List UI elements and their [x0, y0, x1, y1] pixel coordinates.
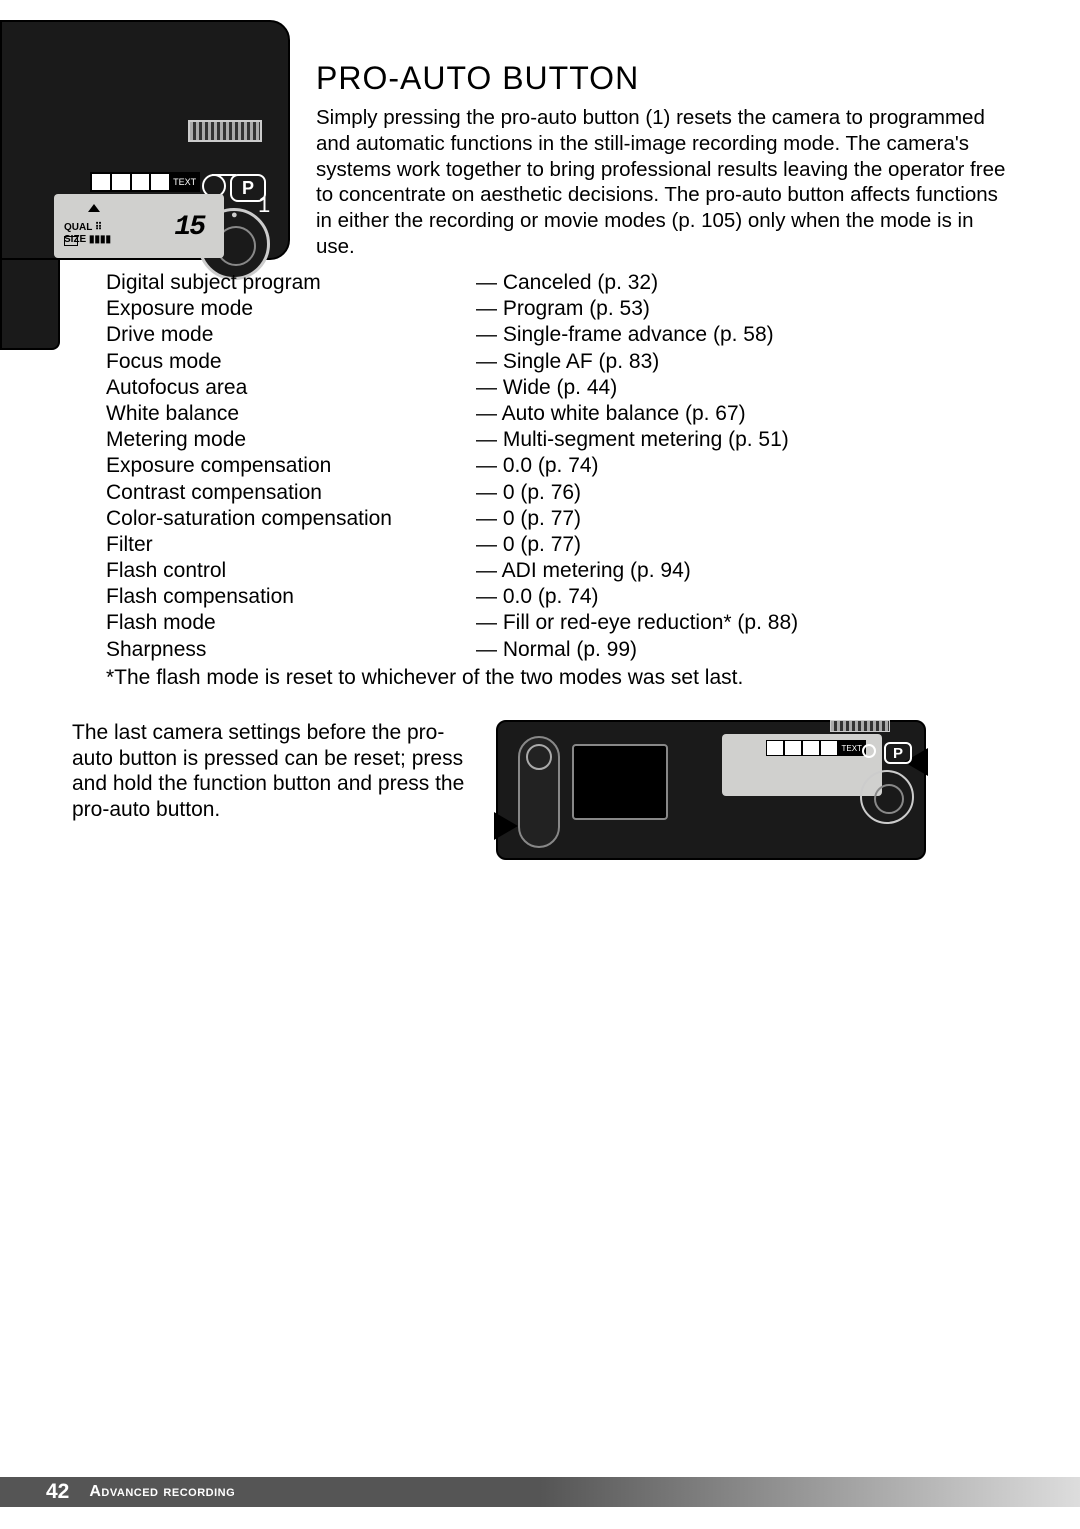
setting-label: Color-saturation compensation — [106, 508, 476, 529]
setting-label: Digital subject program — [106, 272, 476, 293]
text-icon: TEXT — [839, 741, 865, 755]
dial-mark-icon: ● — [231, 209, 241, 219]
page-number: 42 — [46, 1480, 69, 1504]
arrow-right-icon — [494, 812, 518, 840]
setting-label: Metering mode — [106, 429, 476, 450]
af-icon — [151, 174, 169, 190]
setting-value: — Multi-segment metering (p. 51) — [476, 429, 1006, 450]
footnote: *The flash mode is reset to whichever of… — [106, 666, 1006, 690]
camera-grip — [0, 260, 60, 350]
pro-auto-button: P — [884, 742, 912, 764]
camera-body: TEXT P 1 ● QUAL ⠿ SIZE ▮▮▮▮ 15 — [0, 20, 290, 260]
hotshoe-icon — [830, 720, 890, 732]
settings-row: Flash compensation— 0.0 (p. 74) — [106, 586, 1006, 607]
setting-label: Exposure compensation — [106, 455, 476, 476]
lcd-frame-icon — [64, 236, 78, 246]
settings-row: Flash control— ADI metering (p. 94) — [106, 560, 1006, 581]
setting-value: — Canceled (p. 32) — [476, 272, 1006, 293]
shutter-button-icon — [526, 744, 552, 770]
setting-value: — Single AF (p. 83) — [476, 351, 1006, 372]
lcd-qual-label: QUAL ⠿ — [64, 222, 102, 233]
setting-label: Contrast compensation — [106, 482, 476, 503]
setting-label: Autofocus area — [106, 377, 476, 398]
setting-value: — Program (p. 53) — [476, 298, 1006, 319]
lcd-counter: 15 — [174, 212, 204, 243]
hotshoe-icon — [188, 120, 262, 142]
setting-value: — 0.0 (p. 74) — [476, 455, 1006, 476]
settings-row: Focus mode— Single AF (p. 83) — [106, 351, 1006, 372]
setting-value: — 0 (p. 77) — [476, 508, 1006, 529]
settings-row: Exposure compensation— 0.0 (p. 74) — [106, 455, 1006, 476]
settings-row: Sharpness— Normal (p. 99) — [106, 639, 1006, 660]
setting-value: — Wide (p. 44) — [476, 377, 1006, 398]
settings-table: Digital subject program— Canceled (p. 32… — [106, 272, 1006, 690]
settings-row: Metering mode— Multi-segment metering (p… — [106, 429, 1006, 450]
setting-label: Sharpness — [106, 639, 476, 660]
af-icon — [821, 741, 837, 755]
settings-row: Autofocus area— Wide (p. 44) — [106, 377, 1006, 398]
setting-value: — Auto white balance (p. 67) — [476, 403, 1006, 424]
chapter-name: Advanced recording — [89, 1483, 235, 1501]
setting-value: — Single-frame advance (p. 58) — [476, 324, 1006, 345]
setting-label: White balance — [106, 403, 476, 424]
lcd-icon-row: TEXT — [90, 172, 200, 192]
rear-screen-icon — [572, 744, 668, 820]
settings-row: Drive mode— Single-frame advance (p. 58) — [106, 324, 1006, 345]
setting-label: Exposure mode — [106, 298, 476, 319]
flash-icon — [785, 741, 801, 755]
setting-label: Flash control — [106, 560, 476, 581]
setting-label: Flash mode — [106, 612, 476, 633]
flash-icon — [112, 174, 130, 190]
setting-value: — Fill or red-eye reduction* (p. 88) — [476, 612, 1006, 633]
settings-row: Digital subject program— Canceled (p. 32… — [106, 272, 1006, 293]
setting-value: — 0 (p. 77) — [476, 534, 1006, 555]
section-title: PRO-AUTO BUTTON — [316, 60, 1008, 97]
camera-lcd: QUAL ⠿ SIZE ▮▮▮▮ 15 — [54, 194, 224, 258]
intro-paragraph: Simply pressing the pro-auto button (1) … — [316, 105, 1008, 260]
setting-label: Filter — [106, 534, 476, 555]
mode-dial-icon — [860, 770, 914, 824]
settings-row: Filter— 0 (p. 77) — [106, 534, 1006, 555]
setting-value: — ADI metering (p. 94) — [476, 560, 1006, 581]
text-icon: TEXT — [171, 174, 198, 190]
led-ring-icon — [862, 744, 876, 758]
setting-value: — 0.0 (p. 74) — [476, 586, 1006, 607]
scene-icon — [132, 174, 150, 190]
page-footer: 42 Advanced recording — [0, 1477, 1080, 1507]
setting-value: — 0 (p. 76) — [476, 482, 1006, 503]
top-lcd: TEXT — [722, 734, 882, 796]
scene-icon — [803, 741, 819, 755]
settings-row: Contrast compensation— 0 (p. 76) — [106, 482, 1006, 503]
setting-value: — Normal (p. 99) — [476, 639, 1006, 660]
mode-icon — [767, 741, 783, 755]
setting-label: Flash compensation — [106, 586, 476, 607]
camera-illustration-top: TEXT P — [496, 720, 926, 860]
settings-row: White balance— Auto white balance (p. 67… — [106, 403, 1006, 424]
setting-label: Drive mode — [106, 324, 476, 345]
arrow-up-icon — [88, 204, 100, 212]
lcd-icon-row: TEXT — [766, 740, 866, 756]
reset-instructions: The last camera settings before the pro-… — [72, 720, 480, 860]
settings-row: Exposure mode— Program (p. 53) — [106, 298, 1006, 319]
mode-icon — [92, 174, 110, 190]
settings-row: Color-saturation compensation— 0 (p. 77) — [106, 508, 1006, 529]
callout-number: 1 — [258, 192, 278, 212]
settings-row: Flash mode— Fill or red-eye reduction* (… — [106, 612, 1006, 633]
setting-label: Focus mode — [106, 351, 476, 372]
